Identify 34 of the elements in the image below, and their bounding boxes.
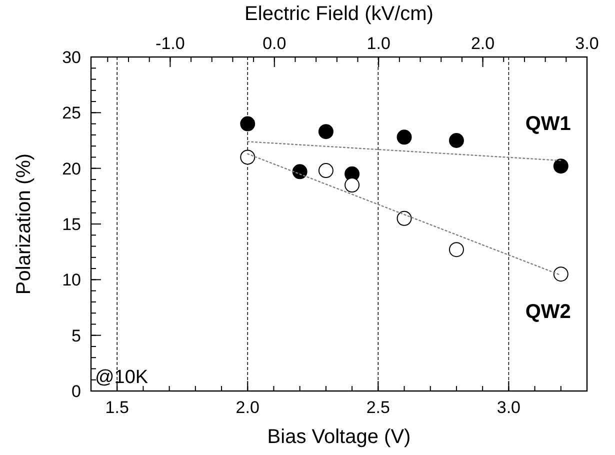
y-tick-label: 30 [62, 48, 81, 67]
x2-tick-label: 0.0 [262, 34, 286, 53]
series-label: QW2 [525, 301, 571, 324]
series-label: QW1 [525, 113, 571, 136]
point [448, 133, 464, 148]
x-tick-label: 2.5 [366, 398, 390, 417]
point [344, 178, 360, 193]
x-tick-label: 1.5 [105, 398, 129, 417]
point [553, 266, 568, 282]
y-tick-label: 20 [62, 159, 81, 178]
point [553, 158, 568, 174]
x-axis-title: Bias Voltage (V) [267, 426, 411, 448]
x2-tick-label: -1.0 [156, 34, 185, 53]
x-tick-label: 2.0 [236, 398, 260, 417]
x2-tick-label: 2.0 [470, 34, 495, 53]
y-tick-label: 15 [62, 215, 81, 234]
y-tick-label: 5 [72, 326, 81, 346]
y-axis-title: Polarization (%) [13, 153, 35, 295]
point [240, 116, 256, 132]
point [396, 130, 412, 145]
x2-tick-label: 3.0 [575, 34, 599, 53]
point [318, 163, 334, 178]
point [396, 210, 412, 226]
annotation: @10K [95, 367, 148, 388]
point [448, 242, 464, 258]
y-tick-label: 0 [72, 382, 81, 401]
point [292, 164, 308, 180]
x-tick-label: 3.0 [496, 398, 521, 417]
point [240, 150, 256, 165]
point [318, 124, 334, 140]
y-tick-label: 10 [62, 270, 81, 290]
x2-tick-label: 1.0 [366, 34, 390, 53]
y-tick-label: 25 [62, 104, 81, 123]
x2-axis-title: Electric Field (kV/cm) [244, 3, 434, 25]
